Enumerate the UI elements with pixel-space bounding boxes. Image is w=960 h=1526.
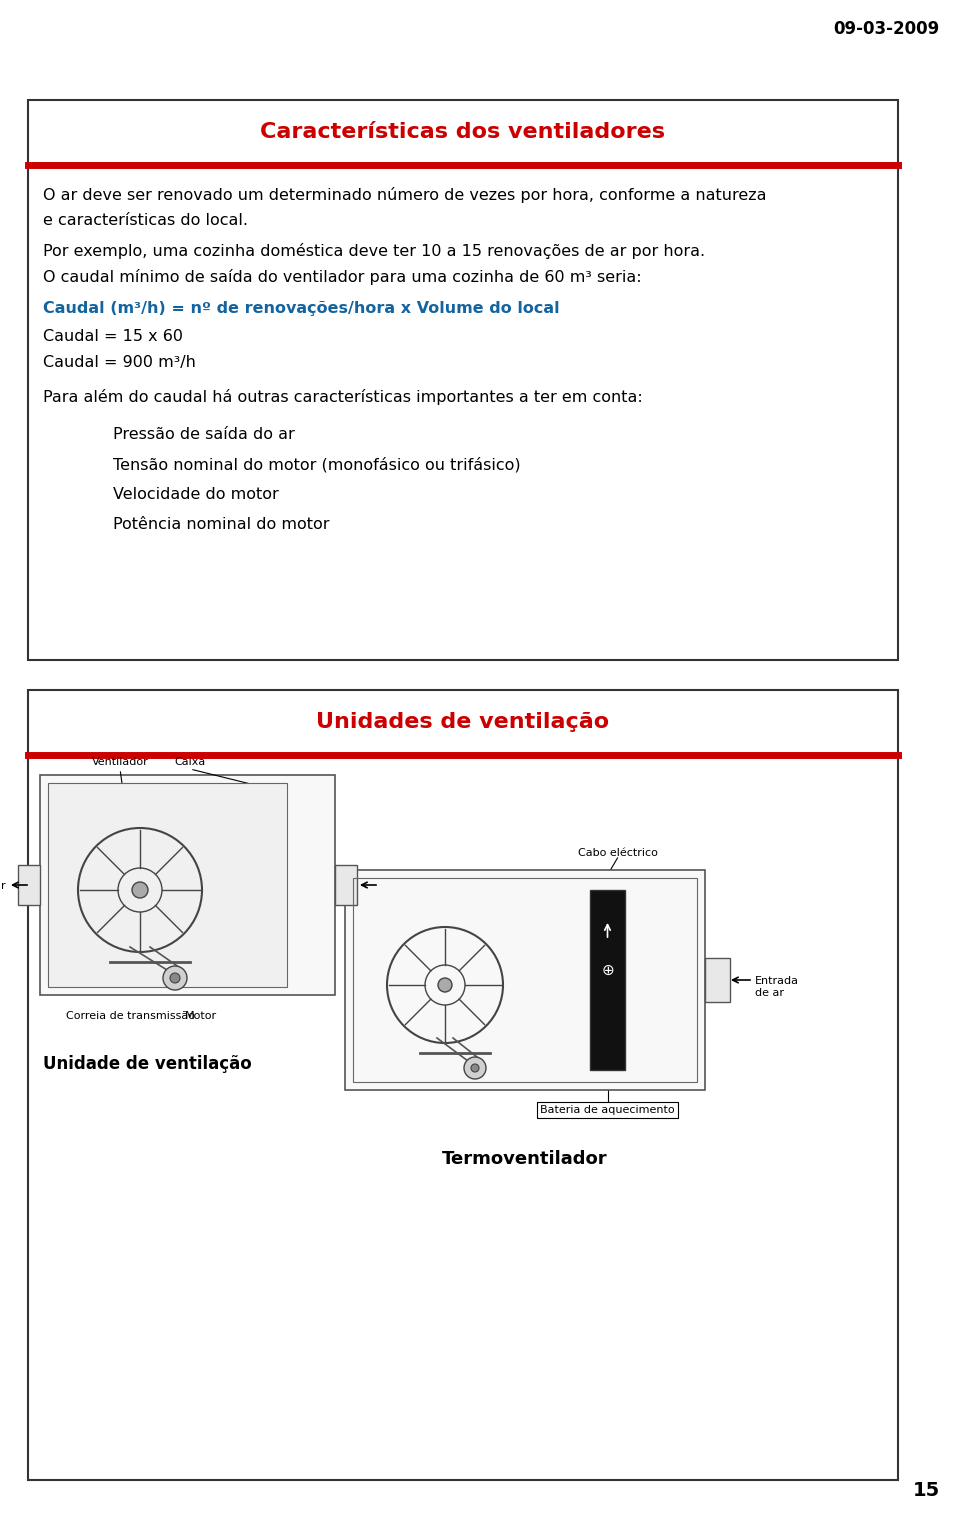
Text: 15: 15 xyxy=(913,1482,940,1500)
Text: Motor: Motor xyxy=(185,1012,217,1021)
Text: Para além do caudal há outras características importantes a ter em conta:: Para além do caudal há outras caracterís… xyxy=(43,389,643,404)
Text: Tensão nominal do motor (monofásico ou trifásico): Tensão nominal do motor (monofásico ou t… xyxy=(113,456,520,473)
Text: Caudal = 15 x 60: Caudal = 15 x 60 xyxy=(43,330,183,343)
Circle shape xyxy=(464,1058,486,1079)
Circle shape xyxy=(170,974,180,983)
Text: Entrada
de ar: Entrada de ar xyxy=(755,977,799,998)
Text: Caixa: Caixa xyxy=(175,757,205,768)
Text: Potência nominal do motor: Potência nominal do motor xyxy=(113,517,329,533)
Text: Características dos ventiladores: Características dos ventiladores xyxy=(260,122,665,142)
Bar xyxy=(28,690,898,1480)
Text: ⊕: ⊕ xyxy=(601,963,613,978)
Text: Ventilador: Ventilador xyxy=(91,757,149,768)
Text: 09-03-2009: 09-03-2009 xyxy=(833,20,940,38)
Bar xyxy=(590,890,625,1070)
Text: Bateria de aquecimento: Bateria de aquecimento xyxy=(540,1105,675,1116)
Text: Unidade de ventilação: Unidade de ventilação xyxy=(43,1054,252,1073)
Text: O ar deve ser renovado um determinado número de vezes por hora, conforme a natur: O ar deve ser renovado um determinado nú… xyxy=(43,188,766,203)
Text: Saída de ar: Saída de ar xyxy=(0,881,6,891)
Text: Unidades de ventilação: Unidades de ventilação xyxy=(317,713,610,732)
Circle shape xyxy=(438,978,452,992)
Bar xyxy=(335,865,357,905)
Bar xyxy=(705,958,730,1003)
Text: Pressão de saída do ar: Pressão de saída do ar xyxy=(113,427,295,443)
Text: Entrada de ar: Entrada de ar xyxy=(381,881,458,891)
Bar xyxy=(353,877,697,1082)
Circle shape xyxy=(132,882,148,897)
Text: Caudal (m³/h) = nº de renovações/hora x Volume do local: Caudal (m³/h) = nº de renovações/hora x … xyxy=(43,301,560,316)
Text: Correia de transmissão: Correia de transmissão xyxy=(65,1012,195,1021)
Text: Por exemplo, uma cozinha doméstica deve ter 10 a 15 renovações de ar por hora.: Por exemplo, uma cozinha doméstica deve … xyxy=(43,243,706,259)
Text: Cabo eléctrico: Cabo eléctrico xyxy=(578,848,658,858)
Text: Termoventilador: Termoventilador xyxy=(443,1151,608,1167)
Bar xyxy=(40,775,335,995)
Text: Caudal = 900 m³/h: Caudal = 900 m³/h xyxy=(43,356,196,369)
Bar xyxy=(48,783,287,987)
Text: Velocidade do motor: Velocidade do motor xyxy=(113,487,278,502)
Bar xyxy=(345,870,705,1090)
Text: O caudal mínimo de saída do ventilador para uma cozinha de 60 m³ seria:: O caudal mínimo de saída do ventilador p… xyxy=(43,269,641,285)
Text: e características do local.: e características do local. xyxy=(43,214,248,227)
Bar xyxy=(18,865,40,905)
Circle shape xyxy=(163,966,187,990)
Circle shape xyxy=(471,1064,479,1071)
Bar xyxy=(28,101,898,661)
